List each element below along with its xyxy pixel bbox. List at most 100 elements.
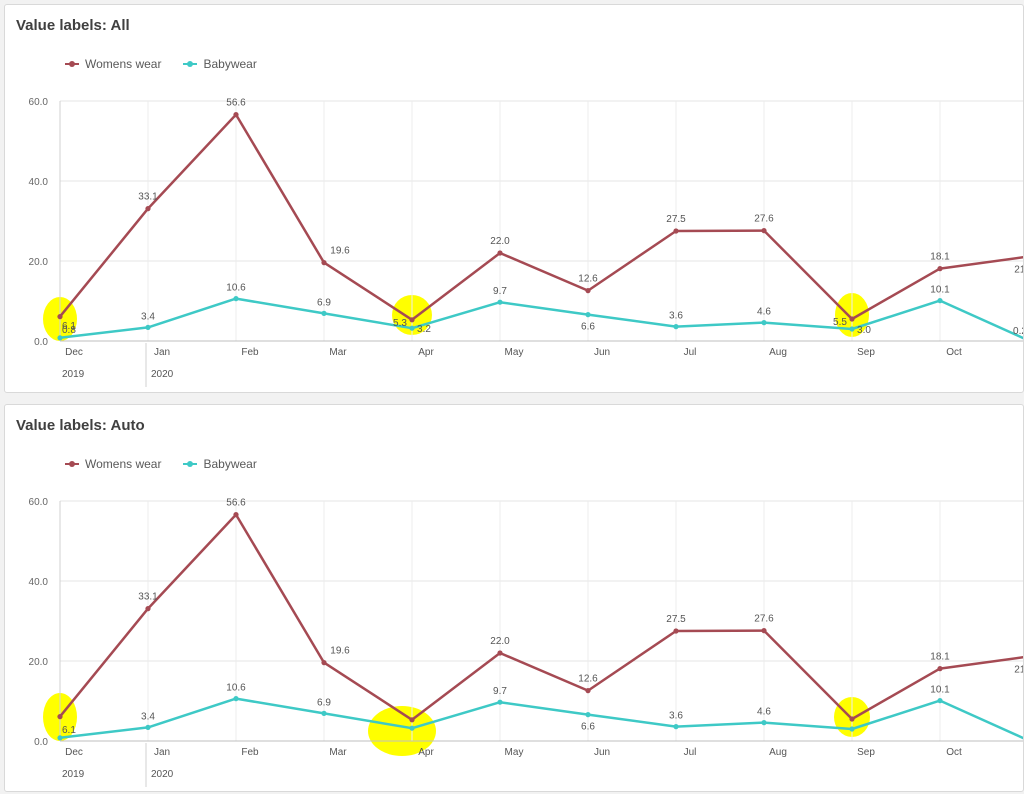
data-point[interactable] <box>233 112 239 118</box>
panel-title: Value labels: All <box>16 17 130 34</box>
value-label: 12.6 <box>578 274 598 285</box>
data-point[interactable] <box>673 724 679 730</box>
data-point[interactable] <box>497 299 503 305</box>
year-label: 2019 <box>62 369 85 380</box>
data-point[interactable] <box>409 725 415 731</box>
data-point[interactable] <box>937 698 943 704</box>
data-point[interactable] <box>409 317 415 323</box>
value-label: 9.7 <box>493 686 507 697</box>
value-label: 6.6 <box>581 722 595 733</box>
x-tick-label: Dec <box>65 347 83 358</box>
data-point[interactable] <box>849 326 855 332</box>
data-point[interactable] <box>321 310 327 316</box>
year-label: 2020 <box>151 369 174 380</box>
data-point[interactable] <box>761 228 767 234</box>
legend-item-womens-wear[interactable]: Womens wear <box>65 457 161 471</box>
chart-legend: Womens wear Babywear <box>65 457 279 471</box>
value-label: 4.6 <box>757 307 771 318</box>
data-point[interactable] <box>673 628 679 634</box>
series-line-womens-wear[interactable] <box>59 513 1023 722</box>
data-point[interactable] <box>761 720 767 726</box>
data-point[interactable] <box>585 312 591 318</box>
data-point[interactable] <box>409 325 415 331</box>
legend-item-babywear[interactable]: Babywear <box>183 57 257 71</box>
legend-swatch-babywear <box>183 461 198 467</box>
x-tick-label: Jun <box>594 747 610 758</box>
data-point[interactable] <box>761 320 767 326</box>
value-label: 12.6 <box>578 674 598 685</box>
x-tick-label: Feb <box>241 347 259 358</box>
data-point[interactable] <box>937 666 943 672</box>
data-point[interactable] <box>321 710 327 716</box>
series-line-babywear[interactable] <box>59 697 1023 741</box>
x-tick-label: Apr <box>418 347 434 358</box>
data-point[interactable] <box>497 699 503 705</box>
x-tick-label: Jun <box>594 347 610 358</box>
value-label: 6.1 <box>62 725 76 736</box>
legend-swatch-womens-wear <box>65 461 79 467</box>
data-point[interactable] <box>233 512 239 518</box>
data-point[interactable] <box>673 324 679 330</box>
value-label: 6.1 <box>62 321 76 332</box>
value-label: 10.1 <box>930 285 950 296</box>
data-point[interactable] <box>585 712 591 718</box>
data-point[interactable] <box>321 260 327 266</box>
data-point[interactable] <box>937 298 943 304</box>
value-label: 0.2 <box>1013 326 1023 337</box>
series-line-babywear[interactable] <box>59 297 1023 341</box>
x-tick-label: Jul <box>684 347 697 358</box>
x-tick-label: Jan <box>154 347 170 358</box>
y-tick-label: 60.0 <box>29 97 49 108</box>
value-label: 5.3 <box>393 318 407 329</box>
value-label: 27.5 <box>666 614 686 625</box>
data-point[interactable] <box>321 660 327 666</box>
value-label: 33.1 <box>138 192 158 203</box>
legend-item-babywear[interactable]: Babywear <box>183 457 257 471</box>
data-point[interactable] <box>497 250 503 256</box>
y-tick-label: 0.0 <box>34 337 48 348</box>
data-point[interactable] <box>145 324 151 330</box>
value-label: 6.9 <box>317 697 331 708</box>
data-point[interactable] <box>145 206 151 212</box>
legend-item-womens-wear[interactable]: Womens wear <box>65 57 161 71</box>
data-point[interactable] <box>937 266 943 272</box>
value-label: 10.6 <box>226 283 246 294</box>
x-tick-label: Mar <box>329 347 347 358</box>
value-label: 10.6 <box>226 683 246 694</box>
x-tick-label: May <box>505 347 524 358</box>
x-tick-label: Apr <box>418 747 434 758</box>
data-point[interactable] <box>145 724 151 730</box>
value-label: 3.6 <box>669 711 683 722</box>
data-point[interactable] <box>849 726 855 732</box>
value-label: 3.4 <box>141 311 155 322</box>
x-tick-label: May <box>505 747 524 758</box>
value-label: 27.5 <box>666 214 686 225</box>
data-point[interactable] <box>409 717 415 723</box>
data-point[interactable] <box>849 316 855 322</box>
data-point[interactable] <box>57 714 63 720</box>
panel-title: Value labels: Auto <box>16 417 145 434</box>
data-point[interactable] <box>233 696 239 702</box>
y-tick-label: 40.0 <box>29 577 49 588</box>
value-label: 6.9 <box>317 297 331 308</box>
data-point[interactable] <box>145 606 151 612</box>
data-point[interactable] <box>673 228 679 234</box>
x-tick-label: Sep <box>857 747 875 758</box>
data-point[interactable] <box>57 314 63 320</box>
data-point[interactable] <box>233 296 239 302</box>
data-point[interactable] <box>57 735 63 741</box>
legend-label: Womens wear <box>85 457 162 471</box>
legend-label: Babywear <box>203 57 257 71</box>
data-point[interactable] <box>497 650 503 656</box>
data-point[interactable] <box>761 628 767 634</box>
data-point[interactable] <box>849 716 855 722</box>
series-line-womens-wear[interactable] <box>59 113 1023 322</box>
value-label: 5.5 <box>833 317 847 328</box>
value-label: 22.0 <box>490 636 510 647</box>
data-point[interactable] <box>585 688 591 694</box>
legend-swatch-womens-wear <box>65 61 79 67</box>
y-tick-label: 20.0 <box>29 257 49 268</box>
value-label: 21.1 <box>1014 665 1023 676</box>
data-point[interactable] <box>57 335 63 341</box>
data-point[interactable] <box>585 288 591 294</box>
